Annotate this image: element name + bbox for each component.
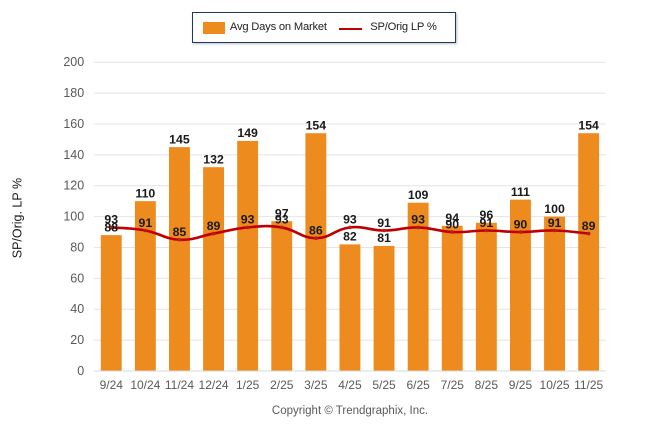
svg-text:10/25: 10/25 — [540, 378, 570, 392]
svg-text:82: 82 — [343, 230, 357, 244]
svg-text:2/25: 2/25 — [270, 378, 294, 392]
svg-text:3/25: 3/25 — [304, 378, 328, 392]
svg-text:91: 91 — [139, 216, 153, 230]
svg-text:10/24: 10/24 — [130, 378, 160, 392]
svg-text:12/24: 12/24 — [199, 378, 229, 392]
svg-text:91: 91 — [480, 216, 494, 230]
svg-text:89: 89 — [582, 219, 596, 233]
svg-text:0: 0 — [77, 364, 84, 378]
svg-text:81: 81 — [377, 231, 391, 245]
svg-text:100: 100 — [544, 202, 565, 216]
svg-text:93: 93 — [241, 213, 255, 227]
svg-text:160: 160 — [63, 117, 84, 131]
svg-text:145: 145 — [169, 132, 190, 146]
svg-text:11/25: 11/25 — [574, 378, 603, 392]
svg-text:91: 91 — [377, 216, 391, 230]
svg-text:6/25: 6/25 — [406, 378, 430, 392]
svg-text:8/25: 8/25 — [475, 378, 499, 392]
svg-text:1/25: 1/25 — [236, 378, 260, 392]
svg-text:109: 109 — [408, 188, 429, 202]
svg-text:149: 149 — [237, 126, 258, 140]
svg-text:140: 140 — [63, 148, 84, 162]
svg-text:93: 93 — [275, 213, 289, 227]
svg-text:90: 90 — [445, 217, 459, 231]
svg-text:154: 154 — [578, 119, 599, 133]
svg-text:110: 110 — [135, 186, 155, 200]
svg-text:154: 154 — [306, 119, 327, 133]
svg-text:120: 120 — [63, 179, 84, 193]
svg-text:111: 111 — [511, 185, 530, 199]
svg-text:5/25: 5/25 — [372, 378, 396, 392]
svg-text:100: 100 — [63, 210, 84, 224]
svg-text:7/25: 7/25 — [441, 378, 465, 392]
svg-text:9/24: 9/24 — [100, 378, 124, 392]
svg-text:9/25: 9/25 — [509, 378, 533, 392]
svg-text:89: 89 — [207, 219, 221, 233]
svg-text:85: 85 — [173, 225, 187, 239]
svg-text:200: 200 — [63, 55, 84, 69]
svg-text:80: 80 — [70, 240, 84, 254]
svg-text:93: 93 — [343, 213, 357, 227]
svg-text:20: 20 — [70, 333, 84, 347]
svg-text:60: 60 — [70, 271, 84, 285]
svg-text:90: 90 — [514, 217, 528, 231]
svg-text:11/24: 11/24 — [165, 378, 194, 392]
svg-text:86: 86 — [309, 224, 323, 238]
svg-text:40: 40 — [70, 302, 84, 316]
svg-text:91: 91 — [548, 216, 562, 230]
svg-text:SP/Orig. LP %: SP/Orig. LP % — [11, 178, 25, 258]
svg-text:4/25: 4/25 — [338, 378, 362, 392]
svg-text:132: 132 — [203, 152, 224, 166]
svg-text:93: 93 — [411, 213, 425, 227]
svg-text:180: 180 — [63, 86, 84, 100]
svg-text:93: 93 — [104, 213, 118, 227]
